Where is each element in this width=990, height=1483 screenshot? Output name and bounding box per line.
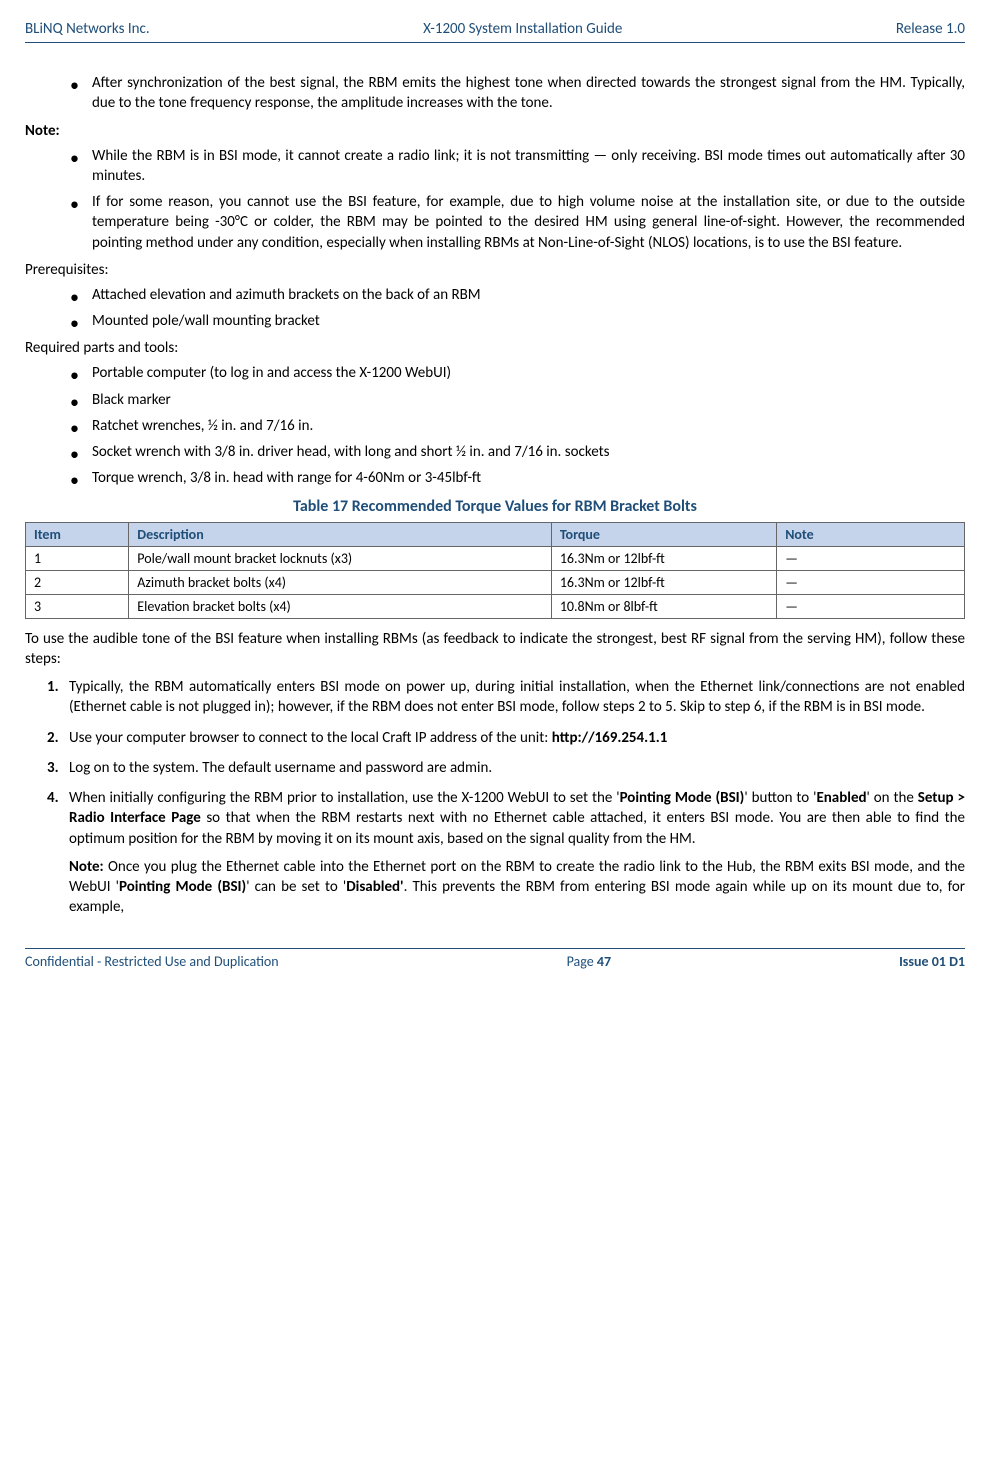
tools-list: Portable computer (to log in and access … [25,363,965,488]
tools-bullet-2: Black marker [70,390,965,410]
table-title: Table 17 Recommended Torque Values for R… [25,497,965,516]
cell-note: — [777,546,965,570]
cell-torque: 16.3Nm or 12lbf-ft [551,570,776,594]
prereq-bullet-2: Mounted pole/wall mounting bracket [70,311,965,331]
note-bullet-2: If for some reason, you cannot use the B… [70,192,965,253]
step-4-c: ' button to ' [744,789,816,807]
footer-page: Page 47 [567,953,611,970]
lead-in: To use the audible tone of the BSI featu… [25,629,965,670]
cell-item: 3 [26,594,129,618]
header-release: Release 1.0 [896,20,965,38]
cell-item: 1 [26,546,129,570]
step-4-note-d: ' can be set to ' [246,878,346,896]
cell-desc: Azimuth bracket bolts (x4) [129,570,552,594]
table-row: 3 Elevation bracket bolts (x4) 10.8Nm or… [26,594,965,618]
table-row: 1 Pole/wall mount bracket locknuts (x3) … [26,546,965,570]
cell-torque: 16.3Nm or 12lbf-ft [551,546,776,570]
cell-desc: Elevation bracket bolts (x4) [129,594,552,618]
cell-note: — [777,594,965,618]
step-4-e: ' on the [867,789,918,807]
tools-bullet-3: Ratchet wrenches, ½ in. and 7/16 in. [70,416,965,436]
page-header: BLiNQ Networks Inc. X-1200 System Instal… [25,20,965,43]
th-desc: Description [129,522,552,546]
cell-desc: Pole/wall mount bracket locknuts (x3) [129,546,552,570]
step-4-note-e: Disabled' [346,878,403,896]
footer-left: Confidential - Restricted Use and Duplic… [25,953,279,970]
page-footer: Confidential - Restricted Use and Duplic… [25,948,965,970]
step-3: Log on to the system. The default userna… [47,758,965,778]
th-torque: Torque [551,522,776,546]
step-4-d: Enabled [816,789,866,807]
tools-label: Required parts and tools: [25,339,965,357]
steps-list: Typically, the RBM automatically enters … [25,677,965,918]
footer-issue: Issue 01 D1 [899,953,965,970]
footer-page-num: 47 [597,953,611,970]
step-1: Typically, the RBM automatically enters … [47,677,965,718]
tools-bullet-5: Torque wrench, 3/8 in. head with range f… [70,468,965,488]
intro-bullet: After synchronization of the best signal… [70,73,965,114]
prereq-list: Attached elevation and azimuth brackets … [25,285,965,332]
step-4-a: When initially configuring the RBM prior… [69,789,620,807]
header-company: BLiNQ Networks Inc. [25,20,150,38]
step-4-g: so that when the RBM restarts next with … [69,809,965,847]
th-note: Note [777,522,965,546]
step-2-text: Use your computer browser to connect to … [69,729,552,747]
th-item: Item [26,522,129,546]
footer-page-label: Page [567,953,597,970]
cell-torque: 10.8Nm or 8lbf-ft [551,594,776,618]
step-4-note-a: Note: [69,858,104,876]
tools-bullet-4: Socket wrench with 3/8 in. driver head, … [70,442,965,462]
header-title: X-1200 System Installation Guide [423,20,622,38]
step-2: Use your computer browser to connect to … [47,728,965,748]
table-row: 2 Azimuth bracket bolts (x4) 16.3Nm or 1… [26,570,965,594]
step-4: When initially configuring the RBM prior… [47,788,965,918]
prereq-bullet-1: Attached elevation and azimuth brackets … [70,285,965,305]
intro-list: After synchronization of the best signal… [25,73,965,114]
torque-table: Item Description Torque Note 1 Pole/wall… [25,522,965,619]
tools-bullet-1: Portable computer (to log in and access … [70,363,965,383]
note-label: Note: [25,122,965,140]
note-list: While the RBM is in BSI mode, it cannot … [25,146,965,253]
cell-note: — [777,570,965,594]
step-4-note-c: Pointing Mode (BSI) [119,878,246,896]
step-2-url: http://169.254.1.1 [552,729,668,747]
step-4-note: Note: Once you plug the Ethernet cable i… [69,857,965,918]
cell-item: 2 [26,570,129,594]
note-bullet-1: While the RBM is in BSI mode, it cannot … [70,146,965,187]
step-4-b: Pointing Mode (BSI) [620,789,745,807]
prereq-label: Prerequisites: [25,261,965,279]
